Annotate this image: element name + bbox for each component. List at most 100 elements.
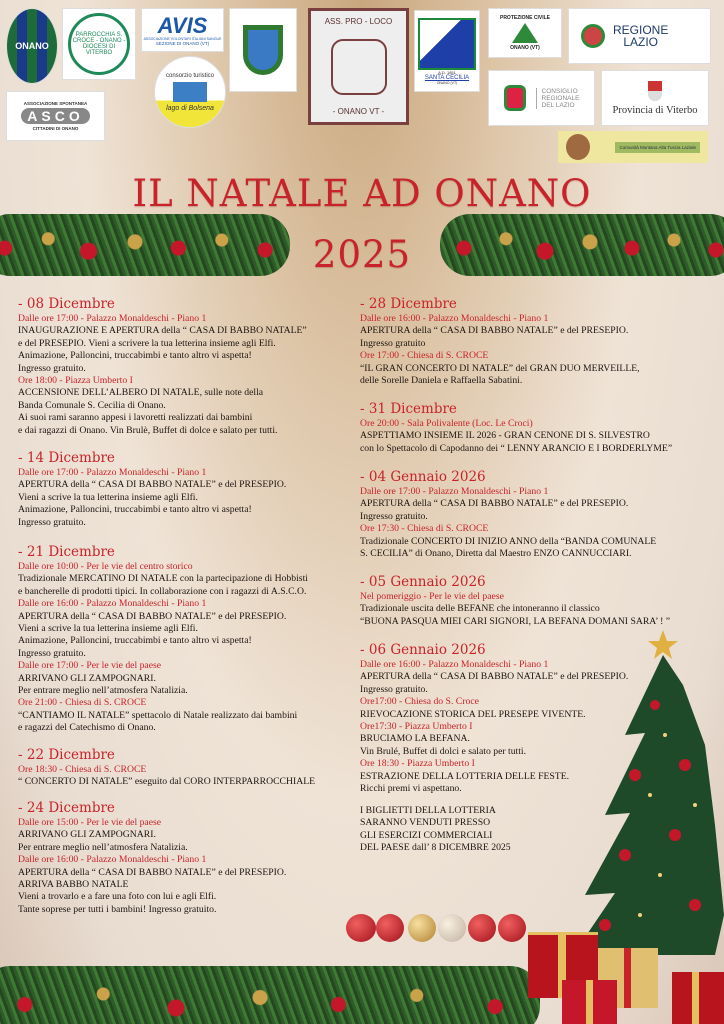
logo-consiglio-regionale: CONSIGLIO REGIONALE DEL LAZIO: [488, 70, 595, 126]
logo-protezione-civile: PROTEZIONE CIVILE ONANO (VT): [488, 8, 562, 58]
event-description: APERTURA della “ CASA DI BABBO NATALE” e…: [18, 866, 287, 878]
logo-stemma-onano: [229, 8, 297, 92]
lottery-note: I BIGLIETTI DELLA LOTTERIA SARANNO VENDUT…: [360, 805, 511, 855]
event-date: - 06 Gennaio 2026: [360, 642, 486, 658]
event-date: - 05 Gennaio 2026: [360, 574, 486, 590]
event-2: - 21 Dicembre Dalle ore 10:00 - Per le vi…: [18, 544, 308, 735]
tree-star-icon: [648, 630, 678, 659]
event-date: - 14 Dicembre: [18, 450, 115, 466]
logo-pro-loco: ASS. PRO - LOCO - ONANO VT -: [308, 8, 409, 125]
event-description: “IL GRAN CONCERTO DI NATALE” del GRAN DU…: [360, 362, 640, 374]
event-time-place: Dalle ore 16:00 - Palazzo Monaldeschi - …: [18, 598, 207, 610]
event-time-place: Dalle ore 17:00 - Per le vie del paese: [18, 660, 162, 672]
event-description: APERTURA della “ CASA DI BABBO NATALE” e…: [360, 671, 629, 683]
event-description: Vin Brulé, Buffet di dolci e salato per …: [360, 745, 527, 757]
gift-box: [672, 972, 724, 1024]
event-2: - 04 Gennaio 2026 Dalle ore 17:00 - Palaz…: [360, 469, 656, 560]
logo-asco: ASSOCIAZIONE SPONTANEA ASCO CITTADINI DI…: [6, 91, 105, 141]
event-description: ACCENSIONE DELL’ALBERO DI NATALE, sulle …: [18, 387, 264, 399]
event-4: - 06 Gennaio 2026 Dalle ore 16:00 - Palaz…: [360, 642, 628, 795]
event-description: Ingresso gratuito.: [18, 647, 86, 659]
event-time-place: Dalle ore 17:00 - Palazzo Monaldeschi - …: [18, 467, 207, 478]
event-date: - 08 Dicembre: [18, 296, 115, 312]
event-description: APERTURA della “ CASA DI BABBO NATALE” e…: [360, 498, 629, 510]
event-3: - 05 Gennaio 2026 Nel pomeriggio - Per le…: [360, 574, 670, 628]
event-3: - 22 Dicembre Ore 18:30 - Chiesa di S. CR…: [18, 747, 315, 789]
garland-right: [440, 214, 724, 276]
event-time-place: Ore 21:00 - Chiesa di S. CROCE: [18, 697, 147, 709]
event-time-place: Dalle ore 16:00 - Palazzo Monaldeschi - …: [18, 854, 207, 866]
event-description: Vieni a scrive la tua letterina insieme …: [18, 623, 198, 635]
event-date: - 28 Dicembre: [360, 296, 457, 312]
ornament-ball: [408, 914, 436, 942]
logo-comunita-montana: Comunità Montana Alta Tuscia Laziale: [558, 131, 708, 163]
event-description: Per entrare meglio nell’atmosfera Natali…: [18, 841, 188, 853]
logo-parrocchia: PARROCCHIA S. CROCE - ONANO - DIOCESI DI…: [62, 8, 136, 80]
event-description: “CANTIAMO IL NATALE” spettacolo di Natal…: [18, 709, 298, 721]
event-description: Per entrare meglio nell’atmosfera Natali…: [18, 685, 188, 697]
gift-box: [562, 980, 617, 1024]
event-description: APERTURA della “ CASA DI BABBO NATALE” e…: [18, 610, 287, 622]
event-description: Tradizionale CONCERTO DI INIZIO ANNO del…: [360, 535, 657, 547]
event-description: Ingresso gratuito.: [360, 510, 428, 522]
logo-banda-santa-cecilia: A.D. 1851 SANTA CECILIA ONANO (VT): [414, 10, 480, 92]
event-description: RIEVOCAZIONE STORICA DEL PRESEPE VIVENTE…: [360, 708, 586, 720]
event-1: - 31 Dicembre Ore 20:00 - Sala Polivalent…: [360, 401, 672, 455]
event-description: APERTURA della “ CASA DI BABBO NATALE” e…: [360, 325, 629, 337]
logo-regione-lazio: REGIONE LAZIO: [568, 8, 711, 64]
event-description: e ragazzi del Catechismo di Onano.: [18, 722, 156, 734]
event-description: Banda Comunale S. Cecilia di Onano.: [18, 399, 166, 411]
event-description: Ingresso gratuito: [360, 337, 426, 349]
event-description: Tradizionale MERCATINO DI NATALE con la …: [18, 573, 308, 585]
event-time-place: Dalle ore 16:00 - Palazzo Monaldeschi - …: [360, 313, 549, 324]
event-description: e dai ragazzi di Onano. Vin Brulè, Buffe…: [18, 424, 278, 436]
event-description: con lo Spettacolo di Capodanno dei “ LEN…: [360, 442, 673, 454]
event-date: - 21 Dicembre: [18, 544, 115, 560]
event-description: delle Sorelle Daniela e Raffaella Sabati…: [360, 375, 523, 387]
christmas-tree-illustration: [573, 630, 724, 955]
logo-onano-calcio: ONANO: [6, 8, 58, 84]
lottery-note-line: DEL PAESE dall’ 8 DICEMBRE 2025: [360, 842, 511, 854]
event-description: “ CONCERTO DI NATALE” eseguito dal CORO …: [18, 776, 316, 788]
event-description: Tante soprese per tutti i bambini! Ingre…: [18, 903, 217, 915]
event-time-place: Ore17:30 - Piazza Umberto I: [360, 721, 473, 733]
poster-year: 2025: [312, 233, 412, 276]
event-0: - 08 Dicembre Dalle ore 17:00 - Palazzo M…: [18, 296, 307, 437]
event-description: S. CECILIA” di Onano, Diretta dal Maestr…: [360, 548, 632, 560]
event-time-place: Ore 20:00 - Sala Polivalente (Loc. Le Cr…: [360, 418, 533, 429]
ornament-ball: [376, 914, 404, 942]
event-description: Ricchi premi vi aspettano.: [360, 783, 462, 795]
event-date: - 24 Dicembre: [18, 800, 115, 816]
event-1: - 14 Dicembre Dalle ore 17:00 - Palazzo M…: [18, 450, 286, 529]
event-description: ESTRAZIONE DELLA LOTTERIA DELLE FESTE.: [360, 770, 570, 782]
event-description: ARRIVANO GLI ZAMPOGNARI.: [18, 829, 156, 841]
event-0: - 28 Dicembre Dalle ore 16:00 - Palazzo M…: [360, 296, 640, 387]
event-time-place: Ore 18:30 - Chiesa di S. CROCE: [18, 764, 147, 775]
ornament-ball: [438, 914, 466, 942]
event-description: Ingresso gratuito.: [18, 362, 86, 374]
event-time-place: Nel pomeriggio - Per le vie del paese: [360, 591, 504, 602]
event-date: - 31 Dicembre: [360, 401, 457, 417]
event-description: ASPETTIAMO INSIEME IL 2026 - GRAN CENONE…: [360, 430, 650, 442]
event-description: Ingresso gratuito.: [360, 683, 428, 695]
event-description: BRUCIAMO LA BEFANA.: [360, 733, 470, 745]
event-time-place: Dalle ore 17:00 - Palazzo Monaldeschi - …: [360, 486, 549, 497]
ornament-ball: [346, 914, 376, 942]
event-description: e del PRESEPIO. Vieni a scrivere la tua …: [18, 337, 276, 349]
event-description: ARRIVANO GLI ZAMPOGNARI.: [18, 672, 156, 684]
event-time-place: Dalle ore 10:00 - Per le vie del centro …: [18, 561, 193, 572]
event-description: Animazione, Palloncini, truccabimbi e ta…: [18, 350, 252, 362]
event-description: “BUONA PASQUA MIEI CARI SIGNORI, LA BEFA…: [360, 615, 671, 627]
event-time-place: Ore 18:30 - Piazza Umberto I: [360, 758, 475, 770]
ornament-ball: [468, 914, 496, 942]
event-time-place: Ore17:00 - Chiesa do S. Croce: [360, 696, 479, 708]
lottery-note-line: GLI ESERCIZI COMMERCIALI: [360, 829, 493, 841]
event-description: Vieni a scrive la tua letterina insieme …: [18, 491, 198, 503]
lottery-note-line: I BIGLIETTI DELLA LOTTERIA: [360, 805, 496, 816]
event-date: - 22 Dicembre: [18, 747, 115, 763]
event-time-place: Dalle ore 17:00 - Palazzo Monaldeschi - …: [18, 313, 207, 324]
event-description: INAUGURAZIONE E APERTURA della “ CASA DI…: [18, 325, 307, 337]
logo-avis: AVIS ASSOCIAZIONE VOLONTARI ITALIANI SAN…: [141, 8, 224, 52]
event-time-place: Ore 17:30 - Chiesa di S. CROCE: [360, 523, 489, 535]
event-description: Animazione, Palloncini, truccabimbi e ta…: [18, 635, 252, 647]
